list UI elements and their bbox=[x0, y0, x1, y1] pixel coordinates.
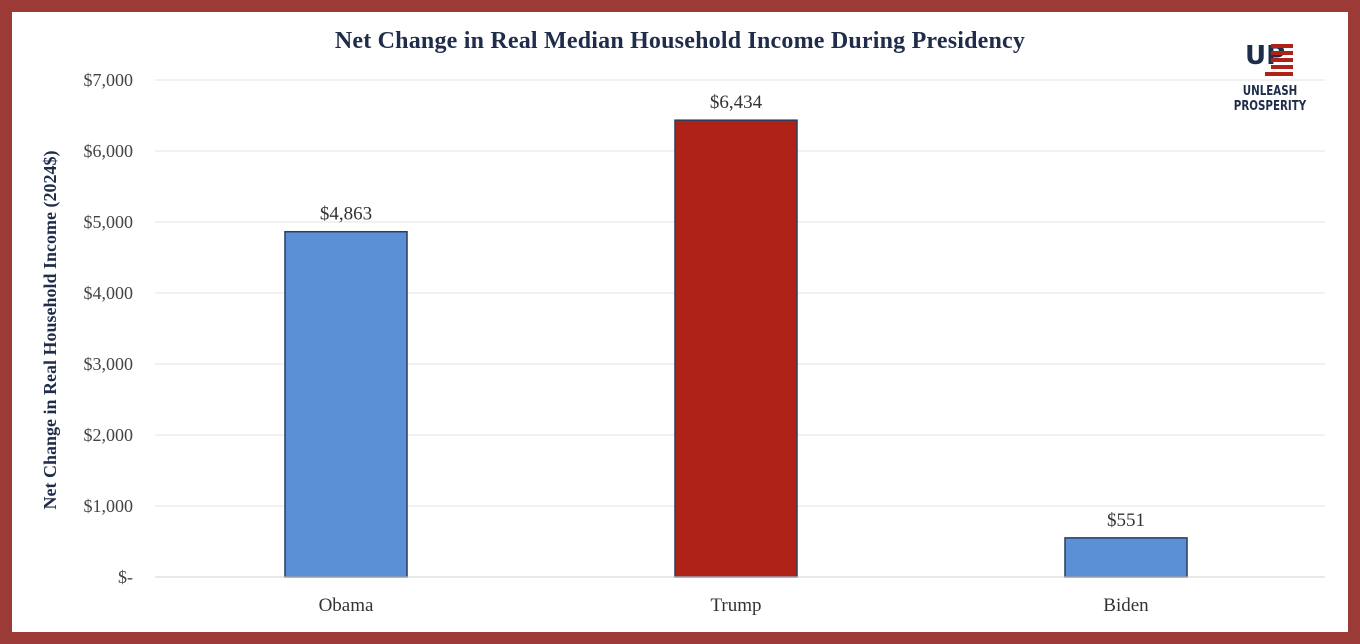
data-label-trump: $6,434 bbox=[710, 92, 763, 113]
data-label-biden: $551 bbox=[1107, 510, 1145, 531]
data-labels: $4,863 $6,434 $551 bbox=[320, 92, 1145, 531]
y-axis-label: Net Change in Real Household Income (202… bbox=[40, 150, 61, 509]
category-label-biden: Biden bbox=[1103, 595, 1149, 616]
category-label-obama: Obama bbox=[319, 595, 374, 616]
y-tick-label: $2,000 bbox=[84, 425, 134, 445]
y-tick-label: $3,000 bbox=[84, 354, 134, 374]
y-tick-label: $5,000 bbox=[84, 212, 134, 232]
logo-stripes-icon bbox=[1265, 44, 1293, 76]
bars bbox=[284, 119, 1188, 578]
y-tick-label: $6,000 bbox=[84, 141, 134, 161]
logo-text: UNLEASH PROSPERITY bbox=[1233, 84, 1307, 114]
y-tick-labels: $- $1,000 $2,000 $3,000 $4,000 $5,000 $6,000 $7… bbox=[84, 70, 134, 587]
y-tick-label: $- bbox=[118, 567, 133, 587]
category-labels: Obama Trump Biden bbox=[319, 595, 1150, 616]
data-label-obama: $4,863 bbox=[320, 204, 372, 225]
y-tick-label: $4,000 bbox=[84, 283, 134, 303]
bar-obama bbox=[284, 230, 408, 578]
y-tick-label: $7,000 bbox=[84, 70, 134, 90]
bar-trump bbox=[674, 119, 798, 578]
category-label-trump: Trump bbox=[710, 595, 761, 616]
chart-title: Net Change in Real Median Household Inco… bbox=[334, 28, 1026, 54]
y-tick-label: $1,000 bbox=[84, 496, 134, 516]
unleash-prosperity-logo: UP bbox=[1245, 41, 1293, 76]
bar-biden bbox=[1064, 537, 1188, 578]
